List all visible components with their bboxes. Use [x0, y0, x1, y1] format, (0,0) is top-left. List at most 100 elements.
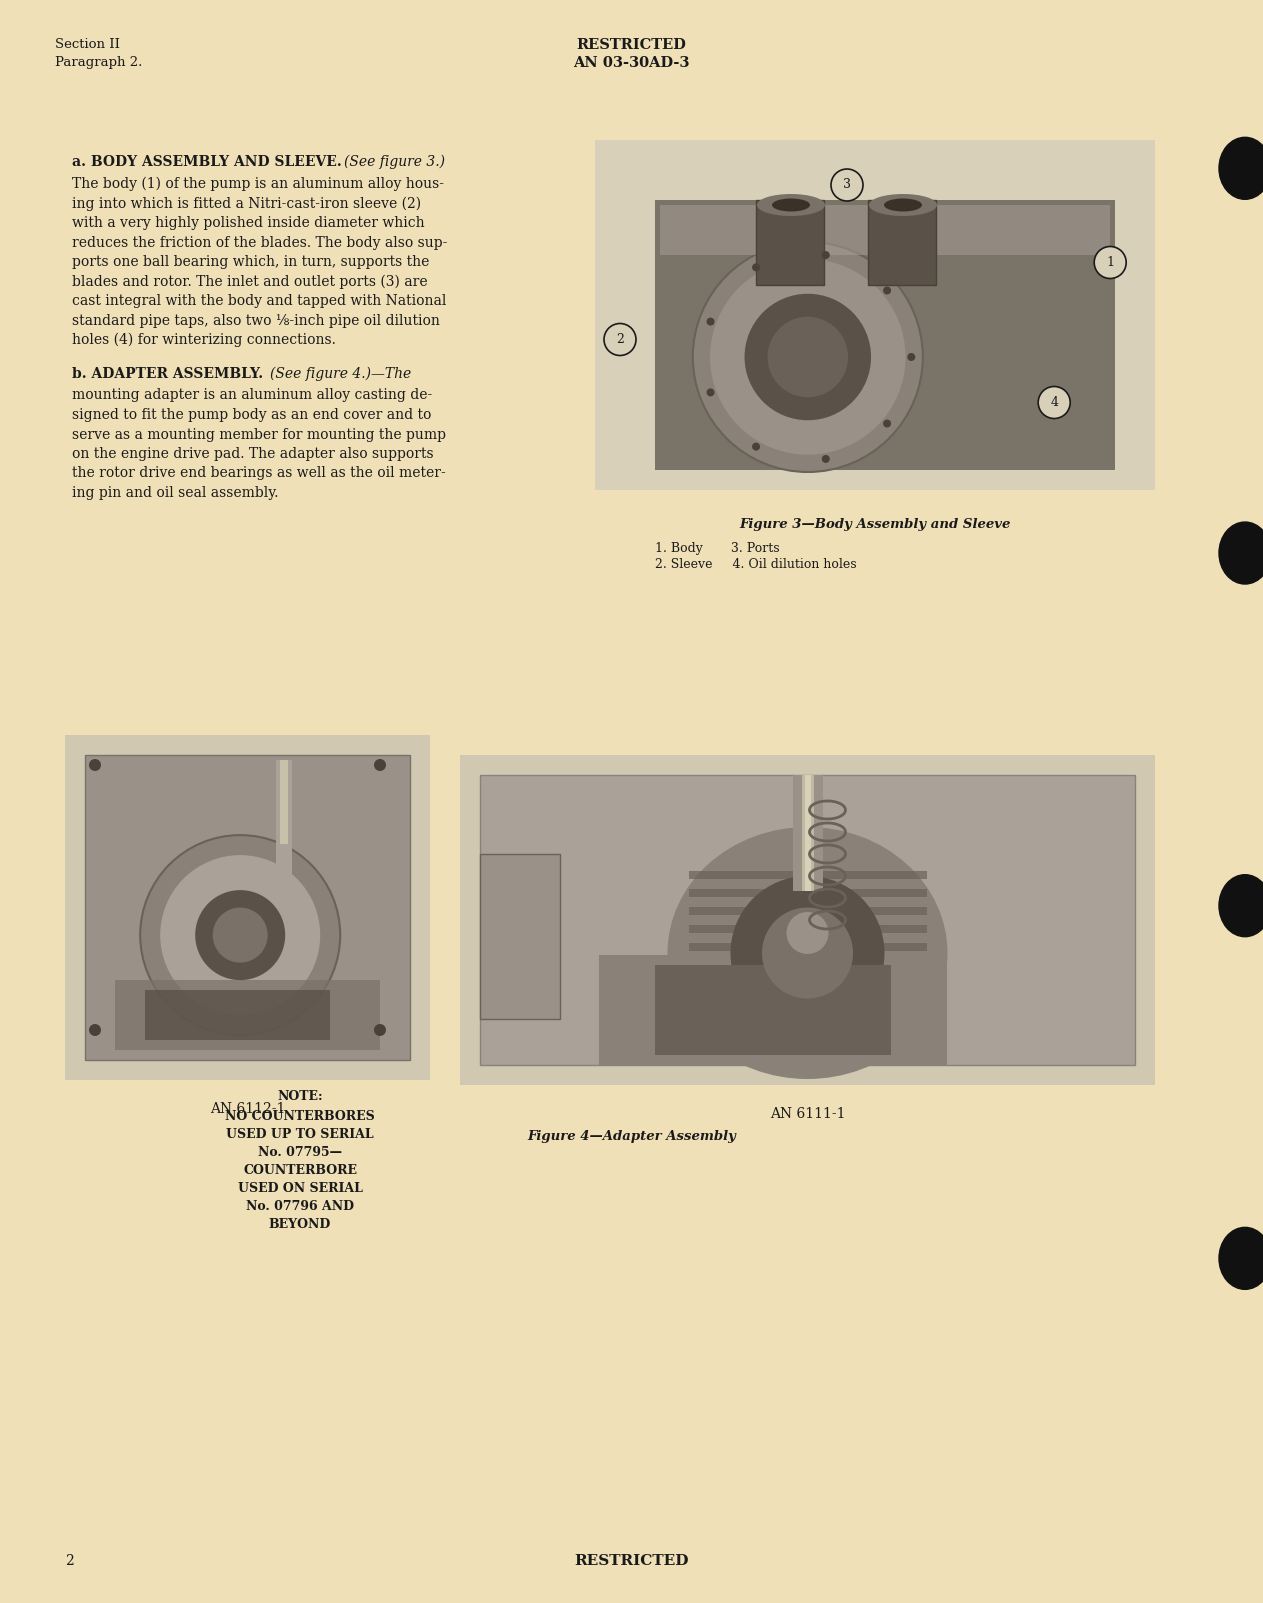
- Bar: [868, 200, 936, 285]
- Ellipse shape: [884, 199, 922, 212]
- Text: AN 6111-1: AN 6111-1: [769, 1108, 845, 1120]
- Ellipse shape: [751, 442, 760, 450]
- Ellipse shape: [1219, 875, 1263, 936]
- Ellipse shape: [751, 263, 760, 271]
- Text: (See figure 4.)—The: (See figure 4.)—The: [270, 367, 412, 382]
- Bar: [757, 200, 823, 285]
- Ellipse shape: [1094, 247, 1127, 279]
- Text: The body (1) of the pump is an aluminum alloy hous-: The body (1) of the pump is an aluminum …: [72, 176, 445, 191]
- Text: cast integral with the body and tapped with National: cast integral with the body and tapped w…: [72, 293, 446, 308]
- Ellipse shape: [604, 324, 637, 356]
- Ellipse shape: [768, 317, 847, 398]
- Text: Figure 3—Body Assembly and Sleeve: Figure 3—Body Assembly and Sleeve: [739, 518, 1010, 531]
- Ellipse shape: [710, 260, 906, 455]
- Text: on the engine drive pad. The adapter also supports: on the engine drive pad. The adapter als…: [72, 447, 433, 462]
- Text: holes (4) for winterizing connections.: holes (4) for winterizing connections.: [72, 333, 336, 348]
- Ellipse shape: [1219, 1228, 1263, 1289]
- Ellipse shape: [883, 287, 892, 295]
- Bar: [802, 774, 813, 891]
- Ellipse shape: [1219, 523, 1263, 583]
- Bar: [688, 870, 927, 878]
- Bar: [460, 755, 1154, 1085]
- Text: a. BODY ASSEMBLY AND SLEEVE.: a. BODY ASSEMBLY AND SLEEVE.: [72, 155, 346, 168]
- Text: (See figure 3.): (See figure 3.): [344, 155, 445, 170]
- Text: with a very highly polished inside diameter which: with a very highly polished inside diame…: [72, 216, 424, 229]
- Text: 2: 2: [616, 333, 624, 346]
- Ellipse shape: [668, 827, 947, 1079]
- Ellipse shape: [1219, 138, 1263, 199]
- Ellipse shape: [374, 758, 386, 771]
- Bar: [480, 854, 560, 1020]
- Text: mounting adapter is an aluminum alloy casting de-: mounting adapter is an aluminum alloy ca…: [72, 388, 432, 402]
- Ellipse shape: [822, 252, 830, 260]
- Bar: [688, 960, 927, 968]
- Ellipse shape: [196, 890, 285, 979]
- Text: NO COUNTERBORES: NO COUNTERBORES: [225, 1109, 375, 1124]
- Text: serve as a mounting member for mounting the pump: serve as a mounting member for mounting …: [72, 428, 446, 441]
- Text: RESTRICTED: RESTRICTED: [575, 1553, 688, 1568]
- Ellipse shape: [822, 455, 830, 463]
- Bar: [595, 139, 1154, 491]
- Text: USED ON SERIAL: USED ON SERIAL: [237, 1181, 362, 1194]
- Bar: [661, 205, 1110, 255]
- Text: 1. Body       3. Ports: 1. Body 3. Ports: [655, 542, 779, 555]
- Ellipse shape: [787, 912, 829, 954]
- Bar: [480, 774, 1135, 1064]
- Text: ports one ball bearing which, in turn, supports the: ports one ball bearing which, in turn, s…: [72, 255, 429, 269]
- Text: the rotor drive end bearings as well as the oil meter-: the rotor drive end bearings as well as …: [72, 466, 446, 481]
- Text: ing into which is fitted a Nitri-cast-iron sleeve (2): ing into which is fitted a Nitri-cast-ir…: [72, 197, 421, 212]
- Bar: [688, 888, 927, 896]
- Text: BEYOND: BEYOND: [269, 1218, 331, 1231]
- Text: 2: 2: [64, 1553, 73, 1568]
- Ellipse shape: [883, 420, 892, 428]
- Bar: [805, 774, 811, 891]
- Text: 2. Sleeve     4. Oil dilution holes: 2. Sleeve 4. Oil dilution holes: [655, 558, 856, 571]
- Bar: [599, 955, 946, 1064]
- Text: 4: 4: [1051, 396, 1058, 409]
- Ellipse shape: [762, 907, 853, 999]
- Text: Section II: Section II: [56, 38, 120, 51]
- Text: RESTRICTED: RESTRICTED: [577, 38, 686, 51]
- Text: Paragraph 2.: Paragraph 2.: [56, 56, 143, 69]
- Ellipse shape: [745, 293, 871, 420]
- Ellipse shape: [831, 168, 863, 200]
- Bar: [688, 997, 927, 1005]
- Text: standard pipe taps, also two ⅛-inch pipe oil dilution: standard pipe taps, also two ⅛-inch pipe…: [72, 314, 440, 327]
- Ellipse shape: [160, 854, 321, 1015]
- Text: AN 6112-1: AN 6112-1: [210, 1101, 285, 1116]
- Ellipse shape: [140, 835, 340, 1036]
- Text: 3: 3: [842, 178, 851, 191]
- Text: Figure 4—Adapter Assembly: Figure 4—Adapter Assembly: [527, 1130, 736, 1143]
- Bar: [688, 978, 927, 986]
- Ellipse shape: [212, 907, 268, 962]
- Ellipse shape: [706, 317, 715, 325]
- Text: NOTE:: NOTE:: [277, 1090, 323, 1103]
- Text: No. 07796 AND: No. 07796 AND: [246, 1201, 354, 1213]
- Text: ing pin and oil seal assembly.: ing pin and oil seal assembly.: [72, 486, 279, 500]
- Bar: [688, 907, 927, 914]
- Ellipse shape: [706, 388, 715, 396]
- Text: blades and rotor. The inlet and outlet ports (3) are: blades and rotor. The inlet and outlet p…: [72, 274, 428, 289]
- Bar: [277, 760, 292, 880]
- Bar: [115, 979, 380, 1050]
- Bar: [280, 760, 288, 845]
- Bar: [688, 943, 927, 951]
- Ellipse shape: [374, 1024, 386, 1036]
- Text: COUNTERBORE: COUNTERBORE: [242, 1164, 357, 1177]
- Text: USED UP TO SERIAL: USED UP TO SERIAL: [226, 1129, 374, 1141]
- Text: signed to fit the pump body as an end cover and to: signed to fit the pump body as an end co…: [72, 409, 432, 422]
- Bar: [655, 200, 1115, 470]
- Bar: [688, 925, 927, 933]
- Bar: [654, 965, 890, 1055]
- Text: reduces the friction of the blades. The body also sup-: reduces the friction of the blades. The …: [72, 236, 447, 250]
- Text: AN 03-30AD-3: AN 03-30AD-3: [573, 56, 690, 71]
- Ellipse shape: [88, 758, 101, 771]
- Ellipse shape: [772, 199, 810, 212]
- Text: 1: 1: [1106, 256, 1114, 269]
- Bar: [64, 736, 429, 1080]
- Bar: [792, 774, 822, 891]
- Ellipse shape: [907, 353, 916, 361]
- Text: No. 07795—: No. 07795—: [258, 1146, 342, 1159]
- Ellipse shape: [693, 242, 923, 471]
- Ellipse shape: [88, 1024, 101, 1036]
